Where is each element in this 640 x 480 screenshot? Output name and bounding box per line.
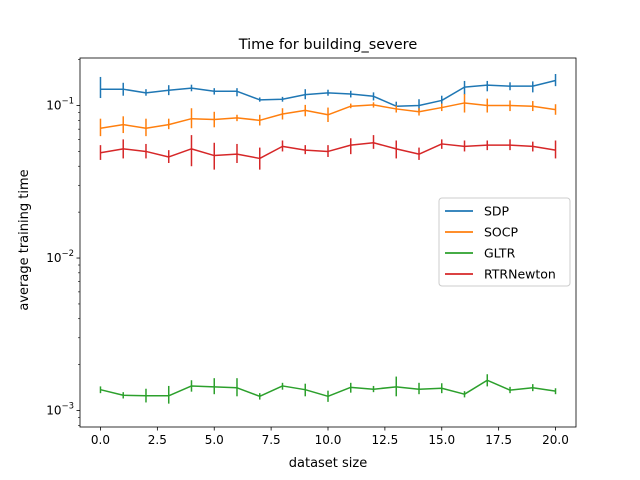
series-line: [100, 142, 556, 160]
y-tick-label: 10−2: [46, 249, 74, 265]
legend-label: SOCP: [484, 225, 519, 240]
y-axis: 10−3 10−2 10−1: [46, 59, 80, 426]
y-axis-label: average training time: [17, 169, 32, 310]
y-tick-label: 10−1: [46, 97, 74, 113]
legend-label: SDP: [484, 204, 510, 219]
series-line: [100, 379, 556, 398]
legend-label: GLTR: [484, 246, 516, 261]
legend-label: RTRNewton: [484, 267, 556, 282]
series-line: [100, 102, 556, 129]
x-tick-label: 12.5: [372, 433, 399, 447]
y-tick-label: 10−3: [46, 402, 74, 418]
x-tick-label: 7.5: [262, 433, 281, 447]
series-line: [100, 79, 556, 107]
x-tick-label: 20.0: [542, 433, 569, 447]
chart-title: Time for building_severe: [238, 37, 418, 53]
x-tick-label: 2.5: [148, 433, 167, 447]
x-tick-label: 10.0: [315, 433, 342, 447]
series-socp: [99, 94, 557, 137]
x-tick-label: 17.5: [485, 433, 512, 447]
series-sdp: [99, 74, 557, 112]
x-axis-label: dataset size: [289, 456, 368, 471]
x-axis: 0.0 2.5 5.0 7.5 10.0 12.5 15.0 17.5 20.0: [91, 427, 569, 447]
x-tick-label: 0.0: [91, 433, 110, 447]
series-rtrnewton: [99, 135, 557, 170]
series-gltr: [99, 374, 557, 404]
legend: SDP SOCP GLTR RTRNewton: [438, 197, 571, 287]
legend-frame: [438, 197, 571, 287]
x-tick-label: 15.0: [428, 433, 455, 447]
x-tick-label: 5.0: [205, 433, 224, 447]
